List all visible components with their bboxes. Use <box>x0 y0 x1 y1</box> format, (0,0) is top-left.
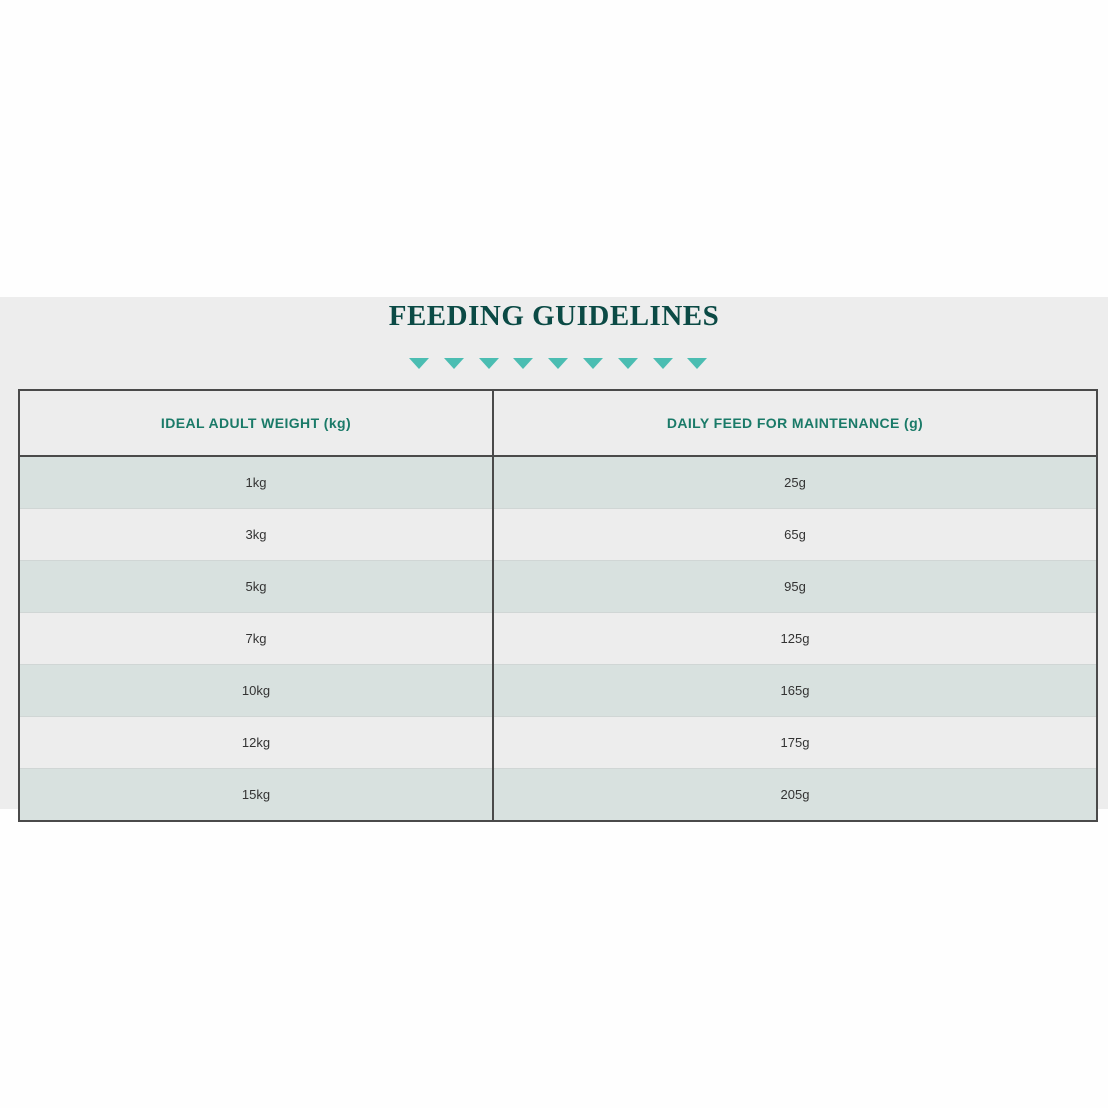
table-row: 5kg 95g <box>19 560 1097 613</box>
table-row: 12kg 175g <box>19 716 1097 769</box>
weight-cell: 3kg <box>19 508 494 561</box>
daily-feed-cell: 25g <box>493 455 1097 509</box>
table-row: 10kg 165g <box>19 664 1097 717</box>
weight-cell: 1kg <box>19 455 494 509</box>
decorative-divider <box>409 358 708 369</box>
table-header-row: IDEAL ADULT WEIGHT (kg) DAILY FEED FOR M… <box>19 390 1097 457</box>
triangle-down-icon <box>582 358 603 369</box>
triangle-down-icon <box>617 358 638 369</box>
table-row: 15kg 205g <box>19 768 1097 821</box>
weight-cell: 10kg <box>19 664 494 717</box>
daily-feed-cell: 175g <box>493 716 1097 769</box>
weight-cell: 7kg <box>19 612 494 665</box>
triangle-down-icon <box>478 358 499 369</box>
daily-feed-cell: 205g <box>493 768 1097 821</box>
header-weight: IDEAL ADULT WEIGHT (kg) <box>19 390 494 457</box>
daily-feed-cell: 95g <box>493 560 1097 613</box>
triangle-down-icon <box>443 358 464 369</box>
daily-feed-cell: 125g <box>493 612 1097 665</box>
table-row: 3kg 65g <box>19 508 1097 561</box>
header-daily-feed: DAILY FEED FOR MAINTENANCE (g) <box>493 390 1097 457</box>
table-row: 1kg 25g <box>19 455 1097 509</box>
triangle-down-icon <box>548 358 569 369</box>
triangle-down-icon <box>687 358 708 369</box>
triangle-down-icon <box>513 358 534 369</box>
triangle-down-icon <box>652 358 673 369</box>
weight-cell: 5kg <box>19 560 494 613</box>
weight-cell: 12kg <box>19 716 494 769</box>
daily-feed-cell: 165g <box>493 664 1097 717</box>
table-row: 7kg 125g <box>19 612 1097 665</box>
triangle-down-icon <box>409 358 429 369</box>
feeding-table: IDEAL ADULT WEIGHT (kg) DAILY FEED FOR M… <box>18 389 1098 822</box>
weight-cell: 15kg <box>19 768 494 821</box>
section-title: FEEDING GUIDELINES <box>388 300 720 332</box>
daily-feed-cell: 65g <box>493 508 1097 561</box>
